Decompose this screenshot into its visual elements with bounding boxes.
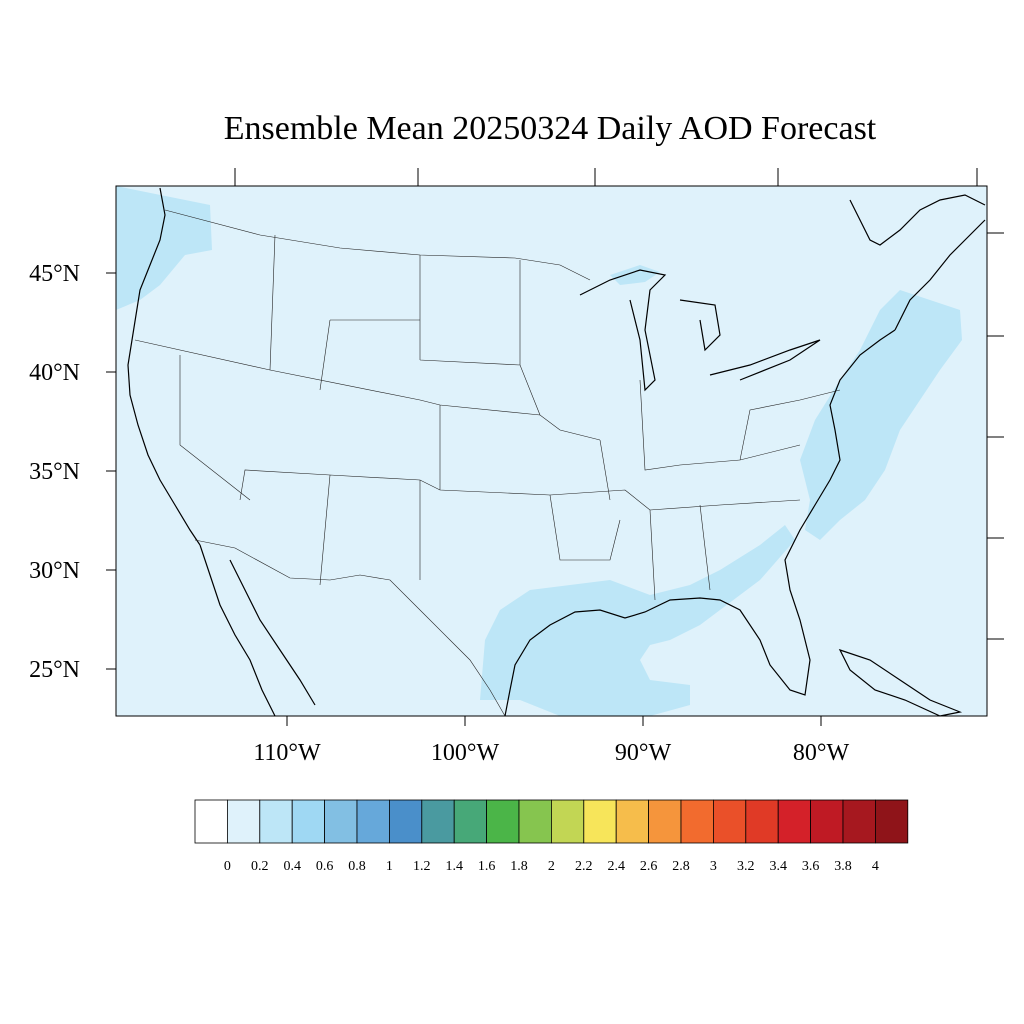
aod-enhanced-regions — [116, 186, 962, 716]
lat-label: 25°N — [29, 657, 80, 683]
northeast-coast — [894, 219, 986, 331]
aod-region-gulf-coast — [480, 525, 795, 716]
lat-label: 30°N — [29, 558, 80, 584]
latitude-labels: 45°N 40°N 35°N 30°N 25°N — [29, 261, 80, 683]
lon-label: 100°W — [431, 740, 500, 766]
colorbar: 0 0.2 0.4 0.6 0.8 1 1.2 1.4 1.6 1.8 2 2.2 2.4 2.6 2.8 3… — [194, 799, 909, 874]
colorbar-swatch — [713, 799, 747, 844]
colorbar-label: 2.2 — [575, 859, 593, 874]
lat-label: 35°N — [29, 459, 80, 485]
colorbar-label: 1.6 — [478, 859, 496, 874]
axis-ticks — [106, 168, 1004, 726]
colorbar-label: 2.6 — [640, 859, 658, 874]
aod-region-lake-superior — [610, 265, 660, 285]
colorbar-label: 0.8 — [348, 859, 366, 874]
colorbar-label: 3.6 — [802, 859, 820, 874]
state-lines — [134, 234, 841, 601]
colorbar-label: 3.2 — [737, 859, 755, 874]
colorbar-swatch — [583, 799, 617, 844]
colorbar-swatch — [421, 799, 455, 844]
great-lakes-outline — [579, 269, 821, 392]
colorbar-label: 3 — [710, 859, 717, 874]
cuba-outline — [838, 648, 963, 717]
colorbar-swatch — [388, 799, 423, 844]
colorbar-swatch — [551, 799, 585, 844]
colorbar-swatch — [324, 799, 358, 844]
colorbar-swatch — [518, 799, 552, 844]
colorbar-swatch — [648, 799, 682, 844]
lat-label: 40°N — [29, 360, 80, 386]
coastlines — [127, 187, 986, 717]
colorbar-label: 0.4 — [283, 859, 301, 874]
gulf-coast — [504, 329, 896, 717]
canada-east-coast — [849, 194, 986, 246]
colorbar-swatch — [875, 799, 909, 844]
colorbar-label: 4 — [872, 859, 879, 874]
lon-label: 90°W — [615, 740, 672, 766]
colorbar-swatch — [259, 799, 293, 844]
colorbar-swatch — [842, 799, 876, 844]
lon-label: 80°W — [793, 740, 850, 766]
longitude-labels: 110°W 100°W 90°W 80°W — [253, 740, 849, 766]
lat-label: 45°N — [29, 261, 80, 287]
colorbar-swatch — [777, 799, 812, 844]
colorbar-swatch — [194, 799, 228, 844]
gulf-california-coast — [229, 559, 316, 706]
map-panel — [115, 185, 988, 717]
colorbar-swatch — [680, 799, 714, 844]
colorbar-label: 2.8 — [672, 859, 690, 874]
colorbar-swatch — [226, 799, 261, 844]
lon-label: 110°W — [253, 740, 321, 766]
colorbar-label: 2.4 — [607, 859, 625, 874]
baja-coast — [199, 544, 276, 717]
colorbar-label: 1.8 — [510, 859, 528, 874]
colorbar-swatch — [291, 799, 326, 844]
colorbar-label: 1.2 — [413, 859, 431, 874]
colorbar-label: 1 — [386, 859, 393, 874]
aod-region-atlantic-coast — [800, 290, 962, 540]
colorbar-label: 0.6 — [316, 859, 334, 874]
us-west-coast — [127, 187, 201, 546]
state-borders — [134, 209, 841, 717]
colorbar-label: 0.2 — [251, 859, 269, 874]
map-frame — [115, 185, 988, 717]
colorbar-swatch — [453, 799, 488, 844]
colorbar-swatch — [356, 799, 390, 844]
colorbar-label: 0 — [224, 859, 231, 874]
aod-region-pacific-northwest — [116, 186, 212, 310]
colorbar-label: 3.4 — [769, 859, 787, 874]
colorbar-swatch — [810, 799, 844, 844]
colorbar-swatch — [615, 799, 650, 844]
colorbar-label: 3.8 — [834, 859, 852, 874]
us-mexico-border — [194, 539, 506, 717]
colorbar-swatch — [486, 799, 520, 844]
colorbar-label: 2 — [548, 859, 555, 874]
chart-title: Ensemble Mean 20250324 Daily AOD Forecas… — [223, 110, 877, 147]
colorbar-swatch — [745, 799, 779, 844]
colorbar-label: 1.4 — [445, 859, 463, 874]
